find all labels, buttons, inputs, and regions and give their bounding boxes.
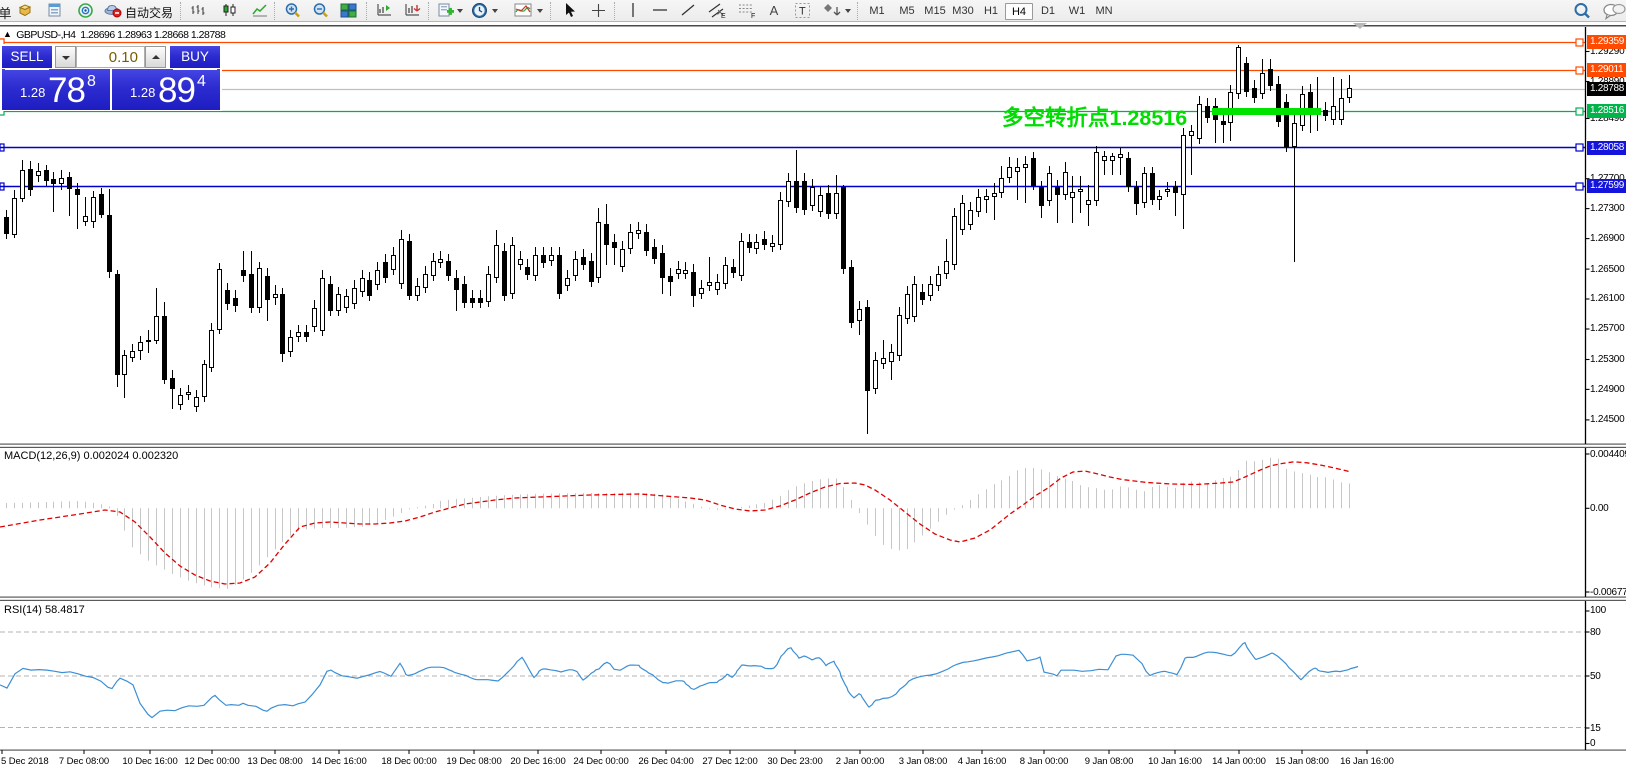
svg-text:F: F: [751, 13, 755, 19]
svg-text:E: E: [721, 13, 726, 19]
svg-text:T: T: [799, 6, 806, 18]
